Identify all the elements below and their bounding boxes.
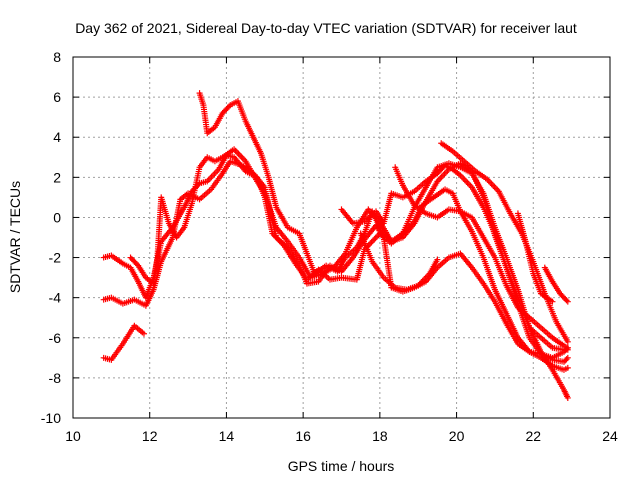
y-tick-label: 4 [53,129,61,145]
y-tick-label: -6 [49,330,62,346]
series-s10 [514,210,556,305]
data-point [563,297,570,304]
data-point [564,364,571,371]
x-axis-label: GPS time / hours [288,458,395,474]
data-point [563,356,570,363]
y-tick-label: -4 [49,290,62,306]
series-s1 [100,322,147,363]
x-tick-label: 24 [602,428,618,444]
y-axis-label: SDTVAR / TECUs [7,181,23,293]
x-tick-label: 22 [525,428,541,444]
data-point [225,103,232,110]
y-tick-label: -8 [49,370,62,386]
data-marks [100,90,571,401]
y-tick-label: -2 [49,250,62,266]
x-tick-label: 16 [295,428,311,444]
data-point [140,330,147,337]
series-s6 [357,230,441,293]
series-s7 [338,162,571,353]
data-point [564,298,571,305]
x-tick-label: 14 [219,428,235,444]
y-tick-label: 2 [53,169,61,185]
series-s8 [392,164,571,351]
y-tick-label: -10 [41,410,61,426]
chart-title: Day 362 of 2021, Sidereal Day-to-day VTE… [75,20,577,36]
y-tick-label: 6 [53,89,61,105]
series-s11 [541,264,571,305]
data-point [564,344,571,351]
data-point [564,354,571,361]
data-point [564,394,571,401]
x-tick-label: 20 [449,428,465,444]
x-tick-label: 18 [372,428,388,444]
data-point [434,256,441,263]
y-tick-label: 0 [53,209,61,225]
data-point [564,338,571,345]
plot-frame [72,56,611,419]
data-point [549,298,556,305]
x-tick-label: 12 [142,428,158,444]
x-tick-label: 10 [65,428,81,444]
data-point [133,261,140,268]
y-tick-label: 8 [53,49,61,65]
